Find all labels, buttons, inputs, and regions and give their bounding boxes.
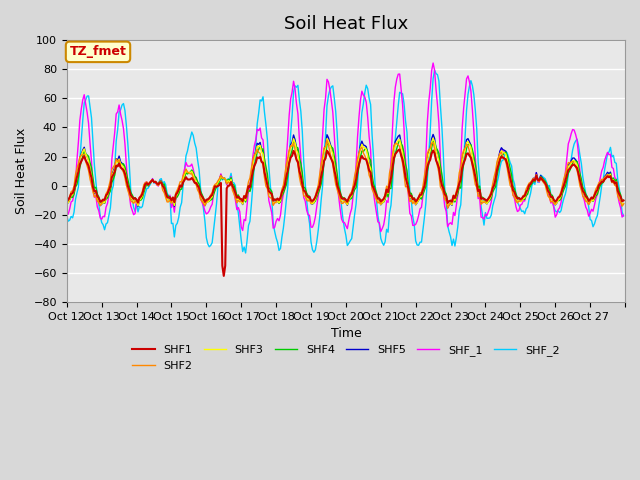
SHF4 (545, 187, 553, 192)
SHF_1 (545, 193, 553, 199)
SHF5 (82, 150, 90, 156)
SHF5 (618, 203, 626, 208)
Line: SHF4: SHF4 (67, 139, 623, 206)
SHF_2 (545, 182, 553, 188)
SHF4 (99, 199, 107, 204)
SHF_1 (620, 213, 627, 218)
SHF1 (99, 197, 107, 203)
SHF1 (618, 198, 626, 204)
SHF3 (82, 151, 90, 157)
SHF4 (463, 145, 470, 151)
SHF_1 (63, 210, 70, 216)
SHF3 (99, 200, 107, 205)
SHF2 (463, 141, 470, 147)
SHF_1 (429, 60, 437, 66)
SHF3 (444, 204, 451, 209)
SHF1 (82, 157, 90, 163)
SHF4 (82, 151, 90, 157)
SHF_1 (377, 228, 385, 234)
SHF_1 (82, 101, 90, 107)
SHF_1 (99, 214, 107, 219)
SHF3 (349, 187, 357, 193)
Line: SHF_2: SHF_2 (67, 70, 623, 253)
SHF3 (429, 135, 437, 141)
SHF_1 (618, 214, 626, 220)
SHF2 (351, 173, 358, 179)
SHF3 (463, 140, 470, 145)
SHF2 (82, 158, 90, 164)
SHF5 (545, 192, 553, 197)
SHF5 (99, 199, 107, 205)
SHF_1 (463, 76, 470, 82)
SHF2 (323, 137, 331, 143)
SHF2 (63, 199, 70, 204)
Text: TZ_fmet: TZ_fmet (70, 45, 127, 59)
Line: SHF5: SHF5 (67, 134, 623, 208)
SHF_2 (618, 209, 626, 215)
SHF_1 (349, 193, 357, 199)
SHF_2 (99, 222, 107, 228)
SHF1 (351, 183, 358, 189)
SHF_2 (63, 213, 70, 218)
SHF4 (351, 187, 358, 192)
Legend: SHF1, SHF2, SHF3, SHF4, SHF5, SHF_1, SHF_2: SHF1, SHF2, SHF3, SHF4, SHF5, SHF_1, SHF… (128, 341, 564, 375)
X-axis label: Time: Time (330, 327, 361, 340)
SHF3 (545, 192, 553, 197)
SHF1 (220, 273, 228, 279)
SHF2 (620, 201, 627, 207)
Line: SHF1: SHF1 (67, 149, 623, 276)
SHF_2 (463, 108, 470, 113)
SHF_2 (620, 213, 627, 219)
SHF_2 (431, 67, 438, 73)
Line: SHF2: SHF2 (67, 140, 623, 208)
SHF2 (545, 195, 553, 201)
SHF4 (396, 136, 403, 142)
SHF3 (618, 202, 626, 207)
Line: SHF3: SHF3 (67, 138, 623, 206)
SHF4 (620, 198, 627, 204)
SHF4 (170, 203, 178, 209)
SHF2 (99, 198, 107, 204)
Title: Soil Heat Flux: Soil Heat Flux (284, 15, 408, 33)
SHF5 (349, 187, 357, 192)
SHF5 (444, 205, 451, 211)
Y-axis label: Soil Heat Flux: Soil Heat Flux (15, 128, 28, 214)
SHF2 (618, 204, 626, 209)
SHF3 (620, 201, 627, 206)
SHF1 (620, 198, 627, 204)
SHF1 (545, 190, 553, 196)
SHF_2 (242, 250, 250, 256)
SHF5 (63, 199, 70, 205)
Line: SHF_1: SHF_1 (67, 63, 623, 231)
SHF2 (444, 205, 451, 211)
SHF_2 (82, 97, 90, 103)
SHF1 (463, 151, 470, 157)
SHF5 (620, 201, 627, 206)
SHF4 (618, 198, 626, 204)
SHF3 (63, 199, 70, 205)
SHF5 (429, 132, 437, 137)
SHF5 (463, 137, 470, 143)
SHF_2 (351, 212, 358, 217)
SHF1 (63, 197, 70, 203)
SHF1 (396, 146, 403, 152)
SHF4 (63, 197, 70, 203)
